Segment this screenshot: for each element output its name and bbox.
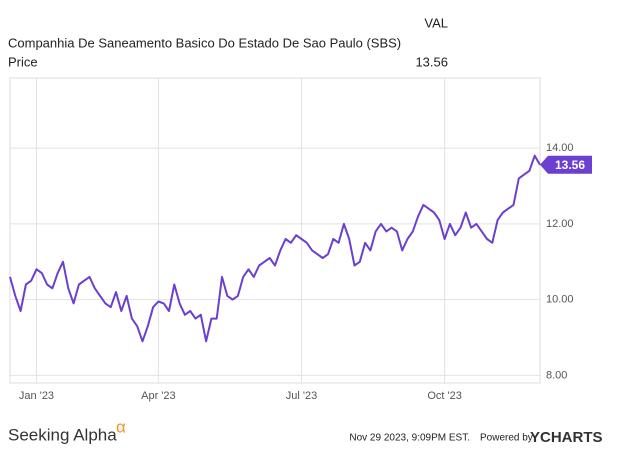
x-tick-label: Apr '23: [141, 390, 176, 402]
price-line: [9, 154, 541, 343]
y-tick-label: 12.00: [546, 218, 574, 230]
powered-by: Powered by: [480, 433, 533, 444]
brand: Seeking Alpha: [8, 425, 117, 444]
provider-logo: YCHARTS: [530, 429, 603, 446]
y-tick-label: 10.00: [546, 294, 574, 306]
y-tick-label: 8.00: [546, 369, 567, 381]
latest-value: 13.56: [415, 54, 448, 69]
last-value-label: 13.56: [555, 158, 585, 172]
y-tick-label: 14.00: [546, 142, 574, 154]
metric-label: Price: [8, 54, 38, 69]
x-tick-label: Jul '23: [286, 390, 317, 402]
company-name: Companhia De Saneamento Basico Do Estado…: [8, 35, 401, 50]
timestamp: Nov 29 2023, 9:09PM EST.: [349, 433, 470, 444]
ticker: VAL: [424, 15, 448, 30]
x-tick-label: Oct '23: [427, 390, 462, 402]
x-tick-label: Jan '23: [19, 390, 54, 402]
last-value-badge: [540, 155, 592, 174]
plot-frame: [9, 77, 541, 384]
brand-mark: α: [116, 417, 126, 436]
